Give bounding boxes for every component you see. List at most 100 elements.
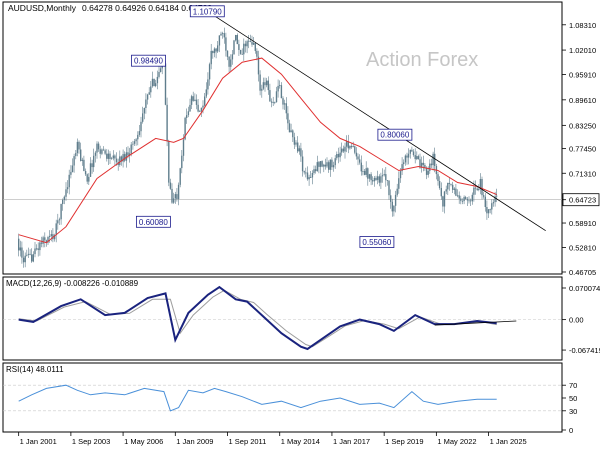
candle-body: [272, 102, 274, 103]
candle-body: [187, 111, 190, 116]
candle-body: [18, 238, 20, 251]
candle-body: [233, 40, 235, 55]
candle-body: [406, 155, 408, 158]
candle-body: [213, 48, 216, 54]
candle-body: [252, 43, 255, 45]
candle-body: [434, 153, 436, 166]
candle-body: [106, 153, 108, 159]
candle-body: [200, 107, 203, 112]
candle-body: [421, 162, 423, 168]
candle-body: [376, 176, 379, 180]
price-annotation-box: [189, 5, 225, 18]
candle-body: [99, 149, 101, 154]
candle-body: [127, 152, 129, 156]
macd-main-line: [18, 285, 497, 351]
candle-body: [363, 171, 366, 175]
x-tick-label: 1 May 2006: [124, 437, 163, 446]
x-tick-label: 1 Sep 2019: [385, 437, 423, 446]
price-y-tick-label: 0.52810: [569, 244, 596, 253]
candle-body: [238, 44, 240, 50]
price-annotation-label: 0.60080: [139, 218, 168, 227]
candle-body: [471, 194, 473, 202]
candle-body: [122, 154, 124, 162]
candle-body: [115, 158, 118, 163]
candle-body: [458, 195, 460, 199]
candle-body: [88, 176, 90, 182]
candle-body: [460, 198, 462, 201]
candle-body: [381, 175, 384, 177]
candle-body: [359, 159, 361, 163]
candle-body: [424, 164, 426, 168]
candle-body: [329, 159, 331, 170]
candle-body: [277, 85, 279, 92]
candle-body: [44, 237, 46, 241]
candle-body: [138, 131, 141, 135]
candle-body: [297, 142, 299, 152]
candle-body: [318, 162, 320, 167]
candle-body: [145, 99, 147, 108]
price-annotation-label: 1.10790: [193, 7, 222, 16]
candle-body: [215, 48, 217, 52]
candle-body: [478, 189, 480, 190]
candle-body: [239, 50, 242, 54]
candle-body: [86, 174, 88, 182]
candle-body: [58, 219, 61, 221]
x-tick-label: 1 Jan 2001: [20, 437, 57, 446]
candle-body: [349, 145, 351, 149]
candle-body: [430, 163, 433, 166]
candle-body: [177, 184, 180, 200]
price-y-tick-label: 0.64723: [569, 196, 596, 205]
candle-body: [375, 177, 377, 180]
candle-body: [456, 195, 459, 197]
price-annotation-box: [359, 236, 395, 248]
candle-body: [171, 188, 173, 203]
candle-body: [372, 180, 374, 182]
candle-body: [301, 156, 304, 172]
candle-body: [326, 162, 328, 167]
time-x-axis: 1 Jan 2001 1 Sep 2003 1 May 2006 1 Jan 2009…: [18, 432, 527, 446]
macd-y-tick-label: 0.070074: [569, 284, 600, 293]
candle-body: [305, 172, 307, 174]
candle-body: [473, 187, 475, 195]
candle-body: [403, 162, 405, 165]
candle-body: [21, 247, 23, 258]
candle-body: [425, 167, 428, 175]
candle-body: [461, 200, 464, 202]
candle-body: [186, 115, 188, 118]
candle-body: [386, 180, 389, 181]
candle-body: [146, 94, 149, 100]
price-annotation-label: 0.80060: [380, 131, 409, 140]
x-tick-label: 1 May 2022: [437, 437, 476, 446]
price-y-tick-label: 0.58910: [569, 219, 596, 228]
candle-body: [336, 154, 338, 159]
candle-body: [341, 148, 343, 153]
rsi-pane-frame: [2, 362, 563, 433]
candle-body: [217, 45, 219, 52]
candle-body: [76, 141, 79, 154]
x-tick-label: 1 Jan 2017: [333, 437, 370, 446]
price-annotation-label: 0.55060: [362, 238, 391, 247]
candle-body: [483, 195, 485, 197]
candle-body: [133, 141, 136, 144]
price-y-tick-label: 1.08310: [569, 21, 596, 30]
candle-body: [65, 189, 67, 197]
candle-body: [42, 237, 44, 244]
candle-body: [274, 102, 276, 103]
candle-body: [150, 86, 152, 93]
candle-body: [368, 174, 371, 179]
price-pane-frame: [2, 1, 563, 275]
candle-body: [124, 154, 126, 161]
candle-body: [452, 184, 454, 190]
macd-trendline: [434, 320, 517, 326]
price-y-axis: 1.08310 1.02010 0.95910 0.89610 0.83250 0.774…: [562, 21, 600, 277]
candle-body: [22, 257, 25, 263]
candle-body: [169, 182, 172, 189]
candle-body: [267, 80, 269, 91]
candle-body: [251, 41, 253, 45]
candle-body: [344, 146, 346, 152]
candle-body: [355, 152, 358, 157]
macd-pane-label: MACD(12,26,9) -0.008226 -0.010889: [6, 279, 139, 288]
candle-body: [19, 247, 21, 251]
candle-body: [432, 153, 434, 166]
candle-body: [34, 248, 36, 255]
